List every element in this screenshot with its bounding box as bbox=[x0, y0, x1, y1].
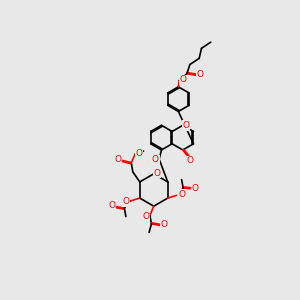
Text: O: O bbox=[196, 70, 203, 79]
Text: O: O bbox=[182, 121, 189, 130]
Text: O: O bbox=[109, 201, 116, 210]
Text: O: O bbox=[115, 155, 122, 164]
Text: O: O bbox=[142, 212, 150, 221]
Text: O: O bbox=[122, 197, 129, 206]
Text: O: O bbox=[160, 220, 167, 229]
Text: O: O bbox=[136, 149, 142, 158]
Text: O: O bbox=[153, 169, 160, 178]
Text: O: O bbox=[192, 184, 199, 193]
Text: O: O bbox=[152, 155, 159, 164]
Text: O: O bbox=[179, 75, 187, 84]
Text: O: O bbox=[178, 190, 185, 199]
Text: O: O bbox=[186, 156, 193, 165]
